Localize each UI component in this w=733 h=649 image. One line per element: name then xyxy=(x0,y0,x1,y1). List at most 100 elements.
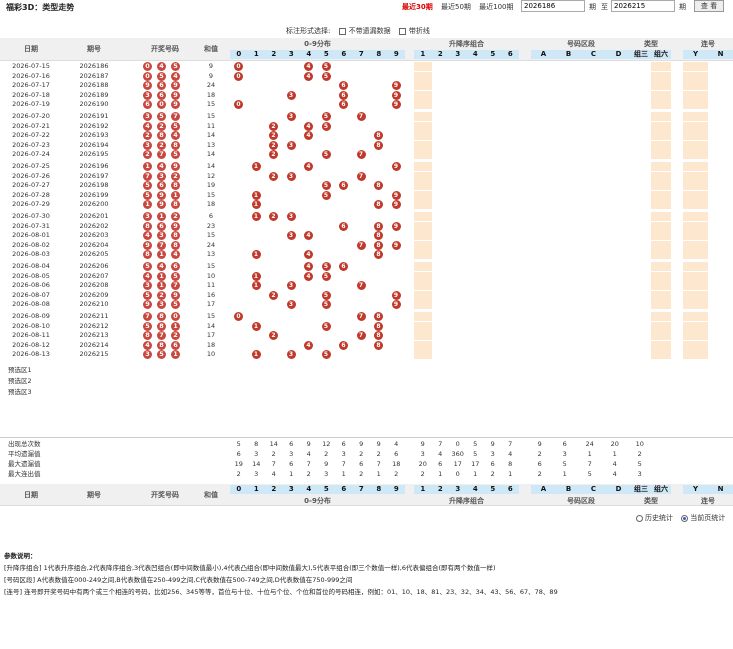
dist-hit: 2 xyxy=(269,331,278,341)
lian-cell xyxy=(683,262,708,271)
combo-cell xyxy=(414,81,432,91)
draw-ball: 0 xyxy=(143,71,152,81)
table-row: 2026-07-19 2026190 6 0 9 15 0 6 9 xyxy=(0,100,733,110)
combo-cell xyxy=(414,181,432,191)
combo-cell xyxy=(414,150,432,160)
from-issue-input[interactable] xyxy=(521,0,585,12)
stats-row-label: 平均遗漏值 xyxy=(8,450,41,458)
stats-value: 9 xyxy=(490,440,495,448)
dist-hit: 1 xyxy=(251,162,261,171)
digit-header: 8 xyxy=(370,50,388,59)
current-stat-radio[interactable] xyxy=(681,514,689,522)
stats-value: 14 xyxy=(252,460,261,468)
dist-hit: 9 xyxy=(391,81,401,91)
draw-ball: 7 xyxy=(171,112,180,121)
footer-issue: 期号 xyxy=(87,491,101,499)
draw-ball: 9 xyxy=(171,290,180,300)
row-date: 2026-08-02 xyxy=(12,240,50,249)
footer-digit-header: 0 xyxy=(230,485,248,494)
stats-value: 2 xyxy=(324,450,329,458)
dist-hit: 1 xyxy=(251,350,261,360)
lian-cell xyxy=(683,221,708,231)
row-date: 2026-07-19 xyxy=(12,100,50,109)
stats-value: 2 xyxy=(537,470,542,478)
draw-ball: 6 xyxy=(171,340,180,350)
row-issue: 2026186 xyxy=(79,62,109,70)
polyline-checkbox[interactable] xyxy=(398,27,406,35)
row-issue: 2026193 xyxy=(79,131,109,140)
period-link-30[interactable]: 最近30期 xyxy=(402,3,433,11)
draw-ball: 4 xyxy=(143,231,152,241)
dist-hit: 8 xyxy=(374,131,383,141)
period-link-100[interactable]: 最近100期 xyxy=(479,3,514,11)
digit-header: 4 xyxy=(300,50,318,59)
table-row: 2026-08-11 2026213 8 7 2 17 2 7 8 xyxy=(0,331,733,341)
footer-combo-header: 6 xyxy=(501,485,519,494)
stats-value: 7 xyxy=(438,440,443,448)
table-row: 2026-08-02 2026204 9 7 8 24 7 8 9 xyxy=(0,240,733,250)
type-cell xyxy=(651,321,671,331)
to-issue-input[interactable] xyxy=(611,0,675,12)
draw-ball: 7 xyxy=(157,150,166,160)
draw-ball: 5 xyxy=(157,112,166,121)
draw-ball: 1 xyxy=(157,281,166,291)
row-date: 2026-08-08 xyxy=(12,300,50,309)
combo-cell xyxy=(414,112,432,121)
table-row: 2026-07-23 2026194 3 2 8 13 2 3 8 xyxy=(0,140,733,150)
dist-hit: 8 xyxy=(374,331,383,341)
row-sum: 6 xyxy=(208,212,214,220)
stats-value: 17 xyxy=(453,460,462,468)
draw-ball: 9 xyxy=(171,162,180,171)
query-button[interactable]: 查 看 xyxy=(694,0,724,12)
type-cell xyxy=(651,200,671,210)
dist-hit: 4 xyxy=(304,271,313,281)
row-issue: 2026202 xyxy=(79,221,109,230)
no-missing-label: 不带遗漏数据 xyxy=(348,27,391,35)
row-issue: 2026207 xyxy=(79,271,109,280)
draw-ball: 4 xyxy=(157,62,166,71)
lian-cell xyxy=(683,331,708,341)
stats-value: 10 xyxy=(635,440,644,448)
stats-value: 8 xyxy=(508,460,513,468)
row-date: 2026-07-15 xyxy=(12,62,50,70)
lian-header: Y xyxy=(683,50,708,59)
row-sum: 10 xyxy=(206,350,216,359)
type-cell xyxy=(651,140,671,150)
dist-hit: 5 xyxy=(321,62,331,71)
dist-hit: 6 xyxy=(339,181,348,191)
dist-hit: 7 xyxy=(356,112,366,121)
dist-hit: 4 xyxy=(304,340,313,350)
lian-cell xyxy=(683,290,708,300)
stats-value: 0 xyxy=(455,440,460,448)
lian-cell xyxy=(683,162,708,171)
stats-value: 6 xyxy=(236,450,241,458)
type-cell xyxy=(651,271,671,281)
stats-value: 9 xyxy=(306,440,311,448)
no-missing-checkbox[interactable] xyxy=(338,27,346,35)
combo-cell xyxy=(414,321,432,331)
draw-ball: 8 xyxy=(157,321,166,331)
row-sum: 19 xyxy=(206,181,216,190)
table-row: 2026-08-04 2026206 5 4 6 15 4 5 6 xyxy=(0,262,733,271)
dist-hit: 7 xyxy=(356,312,366,321)
footer-digit-header: 3 xyxy=(282,485,300,494)
history-stat-radio[interactable] xyxy=(636,514,643,522)
draw-ball: 5 xyxy=(171,300,180,310)
row-issue: 2026212 xyxy=(79,321,109,330)
table-row: 2026-07-21 2026192 4 2 5 11 2 4 5 xyxy=(0,121,733,131)
row-date: 2026-07-28 xyxy=(12,190,50,199)
footer-digit-header: 4 xyxy=(300,485,318,494)
dist-hit: 9 xyxy=(391,100,401,110)
stats-value: 14 xyxy=(269,440,278,448)
draw-ball: 8 xyxy=(171,240,180,250)
dist-hit: 3 xyxy=(286,171,296,181)
combo-cell xyxy=(414,131,432,141)
stats-value: 4 xyxy=(508,450,513,458)
header-lian: 连号 xyxy=(701,40,715,48)
type-cell xyxy=(651,290,671,300)
dist-hit: 4 xyxy=(304,250,313,260)
stats-row-label: 出现总次数 xyxy=(8,440,41,448)
period-link-50[interactable]: 最近50期 xyxy=(440,3,471,11)
draw-ball: 7 xyxy=(157,331,166,341)
row-issue: 2026213 xyxy=(79,331,109,340)
